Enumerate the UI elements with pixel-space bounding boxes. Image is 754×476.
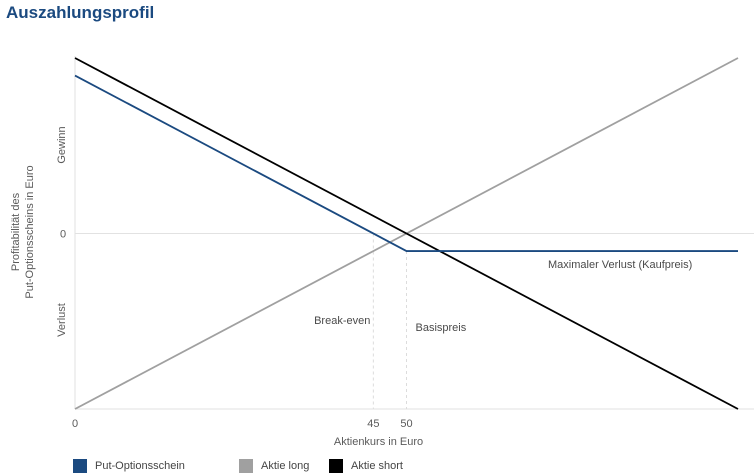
y-axis-label-line1: Profitabilität des: [10, 192, 22, 271]
legend-label-put: Put-Optionsschein: [95, 460, 185, 472]
legend-label-long: Aktie long: [261, 460, 310, 472]
y-bottom-label: Verlust: [56, 303, 68, 337]
x-tick-label-45: 45: [367, 418, 379, 430]
y-top-label: Gewinn: [56, 126, 68, 163]
legend-swatch-put: [73, 459, 87, 473]
chart-legend: Put-Optionsschein Aktie long Aktie short: [73, 458, 403, 474]
legend-item-long: Aktie long: [239, 459, 329, 473]
legend-swatch-long: [239, 459, 253, 473]
labels-layer: 0 45 50 Aktienkurs in Euro 0 Gewinn Verlust Pro…: [10, 126, 692, 448]
legend-item-put: Put-Optionsschein: [73, 459, 239, 473]
legend-label-short: Aktie short: [351, 460, 403, 472]
legend-item-short: Aktie short: [329, 459, 403, 473]
x-tick-label-0: 0: [72, 418, 78, 430]
y-zero-label: 0: [60, 229, 66, 241]
lines-layer: [74, 57, 739, 410]
series-line-short: [74, 57, 739, 410]
x-axis-label: Aktienkurs in Euro: [334, 436, 423, 448]
max-loss-annotation: Maximaler Verlust (Kaufpreis): [548, 259, 692, 271]
axes-layer: [74, 56, 754, 410]
legend-swatch-short: [329, 459, 343, 473]
x-tick-label-50: 50: [400, 418, 412, 430]
strike-annotation: Basispreis: [416, 322, 467, 334]
page-title: Auszahlungsprofil: [6, 3, 155, 22]
break-even-annotation: Break-even: [314, 315, 370, 327]
series-line-put: [74, 74, 738, 252]
y-axis-label-line2: Put-Optionsscheins in Euro: [24, 165, 36, 298]
